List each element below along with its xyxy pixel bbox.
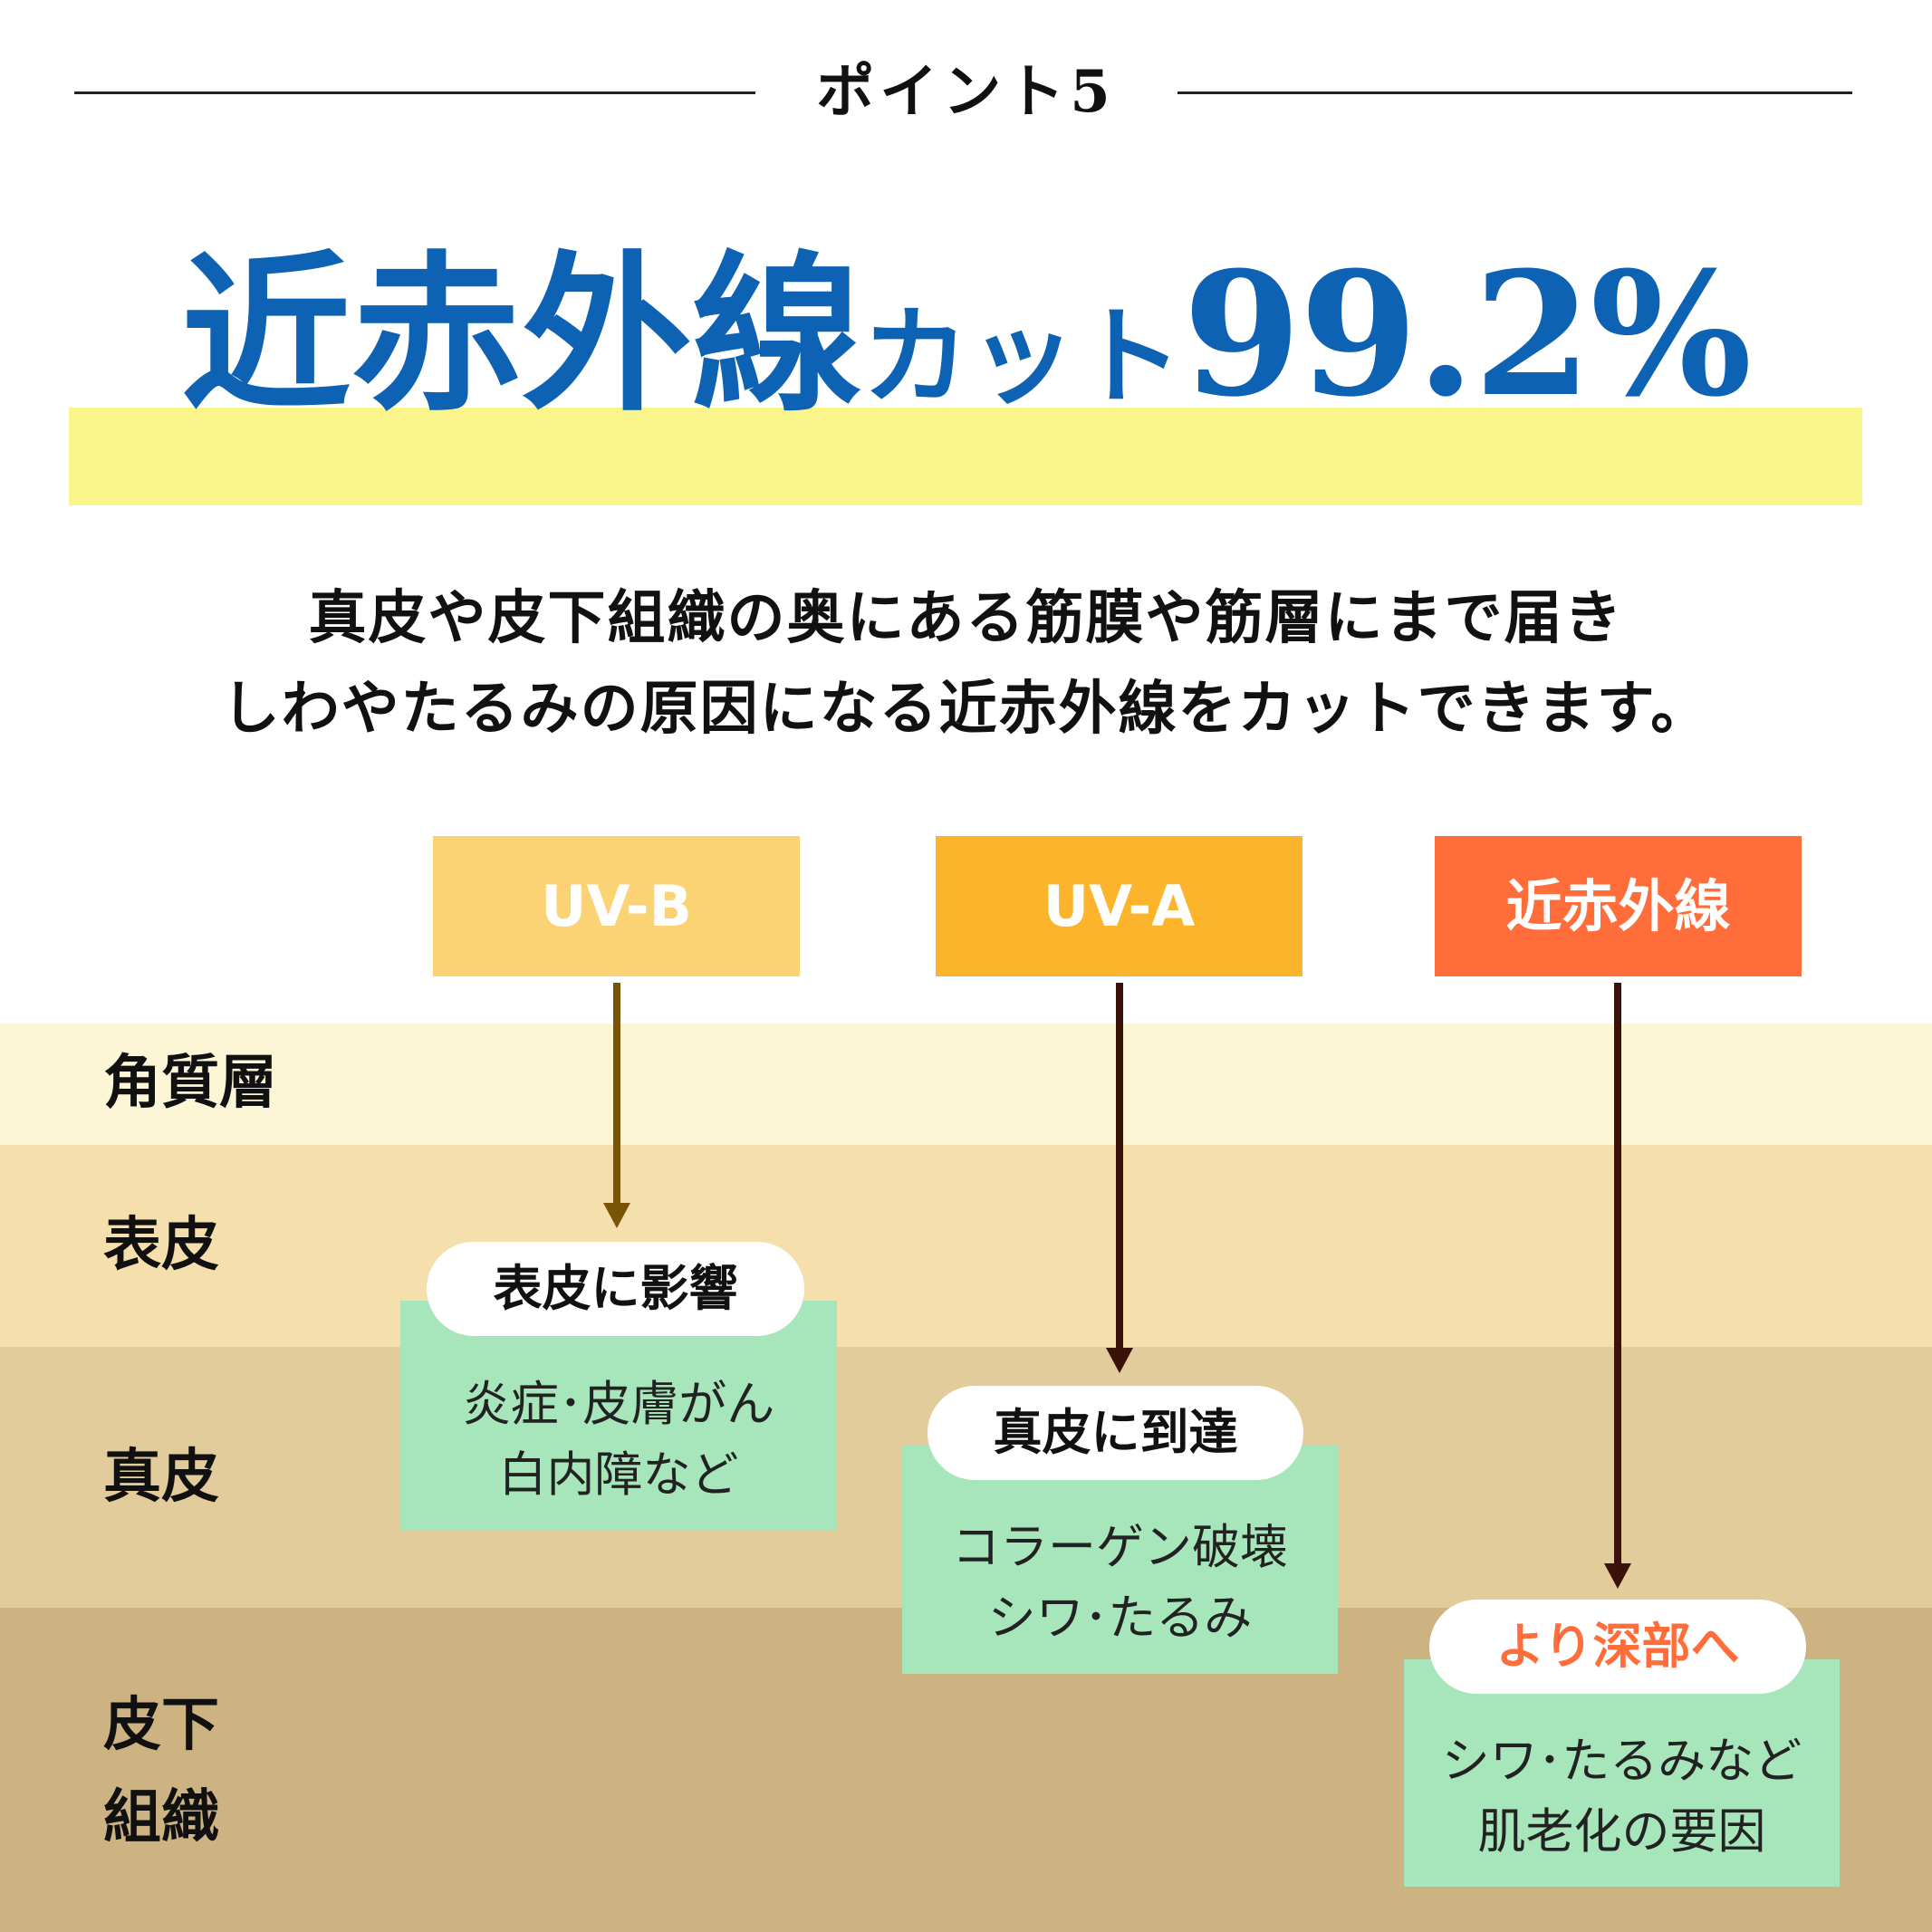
headline-cut: カット — [861, 293, 1183, 419]
layer-label-dermis: 真皮 — [103, 1444, 219, 1511]
layer-label-stratum-corneum: 角質層 — [103, 1050, 277, 1117]
pill-uva: 真皮に到達 — [928, 1386, 1303, 1480]
pill-uvb: 表皮に影響 — [427, 1242, 804, 1336]
card-near-infrared-line-2: 肌老化の要因 — [1477, 1804, 1766, 1860]
ray-box-uvb: UV-B — [433, 836, 800, 976]
headline-percent: 99.2% — [1182, 235, 1753, 435]
point-label: ポイント5 — [816, 58, 1116, 126]
card-uva-line-2: シワ･たるみ — [987, 1591, 1253, 1646]
card-near-infrared: シワ･たるみなど 肌老化の要因 — [1404, 1659, 1840, 1887]
card-uvb: 炎症･皮膚がん 白内障など — [400, 1301, 837, 1531]
arrow-near-infrared — [1604, 983, 1631, 1589]
headline-highlight — [69, 408, 1862, 505]
arrow-uva — [1106, 983, 1133, 1373]
description-line-2: しわやたるみの原因になる近赤外線をカットできます。 — [221, 675, 1711, 743]
layer-epidermis — [0, 1145, 1932, 1347]
header-rule-left — [74, 91, 755, 94]
arrow-uvb — [603, 983, 630, 1228]
headline: 近赤外線カット99.2% — [69, 217, 1862, 453]
card-uvb-line-2: 白内障など — [498, 1447, 739, 1503]
layer-label-epidermis: 表皮 — [103, 1212, 219, 1279]
card-uva: コラーゲン破壊 シワ･たるみ — [902, 1446, 1338, 1674]
layer-label-subcutaneous-1: 皮下 — [103, 1692, 219, 1759]
pill-near-infrared: より深部へ — [1429, 1600, 1806, 1694]
header-rule-right — [1177, 91, 1852, 94]
card-near-infrared-line-1: シワ･たるみなど — [1441, 1734, 1802, 1789]
layer-stratum-corneum — [0, 1024, 1932, 1145]
ray-box-near-infrared: 近赤外線 — [1435, 836, 1802, 976]
card-uvb-line-1: 炎症･皮膚がん — [462, 1377, 775, 1432]
card-uva-line-1: コラーゲン破壊 — [952, 1520, 1288, 1575]
layer-label-subcutaneous-2: 組織 — [103, 1784, 219, 1851]
description-line-1: 真皮や皮下組織の奥にある筋膜や筋層にまで届き — [308, 584, 1624, 652]
headline-term: 近赤外線 — [180, 235, 862, 435]
ray-box-uva: UV-A — [936, 836, 1302, 976]
